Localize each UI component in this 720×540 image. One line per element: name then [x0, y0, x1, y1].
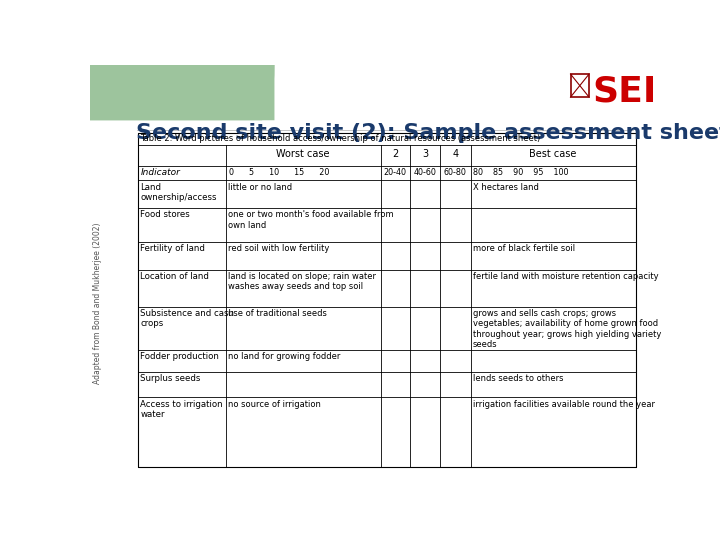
- Text: 4: 4: [452, 148, 459, 159]
- Text: Table 2: Word pictures of household access/ownership of natural resources (asses: Table 2: Word pictures of household acce…: [140, 134, 541, 143]
- Text: 40-60: 40-60: [414, 168, 436, 177]
- Text: Best case: Best case: [529, 148, 577, 159]
- Text: Indicator: Indicator: [140, 168, 180, 177]
- Text: 3: 3: [422, 148, 428, 159]
- Text: fertile land with moisture retention capacity: fertile land with moisture retention cap…: [473, 272, 659, 281]
- Text: Location of land: Location of land: [140, 272, 210, 281]
- Text: one or two month's food available from
own land: one or two month's food available from o…: [228, 211, 394, 229]
- Text: 80    85    90    95    100: 80 85 90 95 100: [473, 168, 568, 177]
- Text: Food stores: Food stores: [140, 211, 190, 219]
- Text: Adapted from Bond and Mukherjee (2002): Adapted from Bond and Mukherjee (2002): [94, 222, 102, 384]
- Text: irrigation facilities available round the year: irrigation facilities available round th…: [473, 400, 655, 409]
- Text: red soil with low fertility: red soil with low fertility: [228, 244, 329, 253]
- Text: Fertility of land: Fertility of land: [140, 244, 205, 253]
- Text: lends seeds to others: lends seeds to others: [473, 374, 563, 383]
- Text: SEI: SEI: [593, 74, 657, 108]
- Text: more of black fertile soil: more of black fertile soil: [473, 244, 575, 253]
- Text: Worst case: Worst case: [276, 148, 330, 159]
- Text: Access to irrigation
water: Access to irrigation water: [140, 400, 223, 419]
- Polygon shape: [90, 65, 274, 120]
- Text: Surplus seeds: Surplus seeds: [140, 374, 201, 383]
- Text: 60-80: 60-80: [444, 168, 467, 177]
- Text: Second site visit (2): Sample assessment sheet: Second site visit (2): Sample assessment…: [137, 123, 720, 143]
- Text: 2: 2: [392, 148, 398, 159]
- Text: 0      5      10      15      20: 0 5 10 15 20: [229, 168, 329, 177]
- Text: Land
ownership/access: Land ownership/access: [140, 183, 217, 202]
- Text: land is located on slope; rain water
washes away seeds and top soil: land is located on slope; rain water was…: [228, 272, 376, 292]
- Text: 20-40: 20-40: [384, 168, 407, 177]
- Text: no land for growing fodder: no land for growing fodder: [228, 352, 341, 361]
- Text: use of traditional seeds: use of traditional seeds: [228, 309, 327, 318]
- Text: no source of irrigation: no source of irrigation: [228, 400, 321, 409]
- Text: little or no land: little or no land: [228, 183, 292, 192]
- FancyBboxPatch shape: [90, 65, 274, 120]
- Text: Subsistence and cash
crops: Subsistence and cash crops: [140, 309, 235, 328]
- Text: X hectares land: X hectares land: [473, 183, 539, 192]
- Text: grows and sells cash crops; grows
vegetables; availability of home grown food
th: grows and sells cash crops; grows vegeta…: [473, 309, 661, 349]
- Text: Fodder production: Fodder production: [140, 352, 220, 361]
- PathPatch shape: [90, 65, 274, 120]
